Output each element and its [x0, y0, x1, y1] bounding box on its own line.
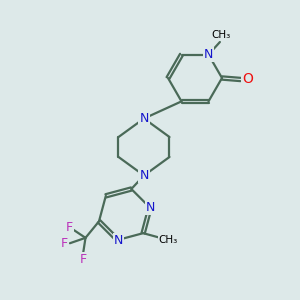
Text: F: F — [61, 237, 68, 250]
Text: O: O — [242, 73, 253, 86]
Text: N: N — [139, 169, 149, 182]
Text: N: N — [114, 234, 123, 247]
Text: F: F — [66, 220, 73, 233]
Text: N: N — [204, 48, 213, 61]
Text: F: F — [80, 253, 87, 266]
Text: N: N — [146, 201, 155, 214]
Text: CH₃: CH₃ — [158, 235, 178, 245]
Text: CH₃: CH₃ — [212, 30, 231, 40]
Text: N: N — [139, 112, 149, 125]
